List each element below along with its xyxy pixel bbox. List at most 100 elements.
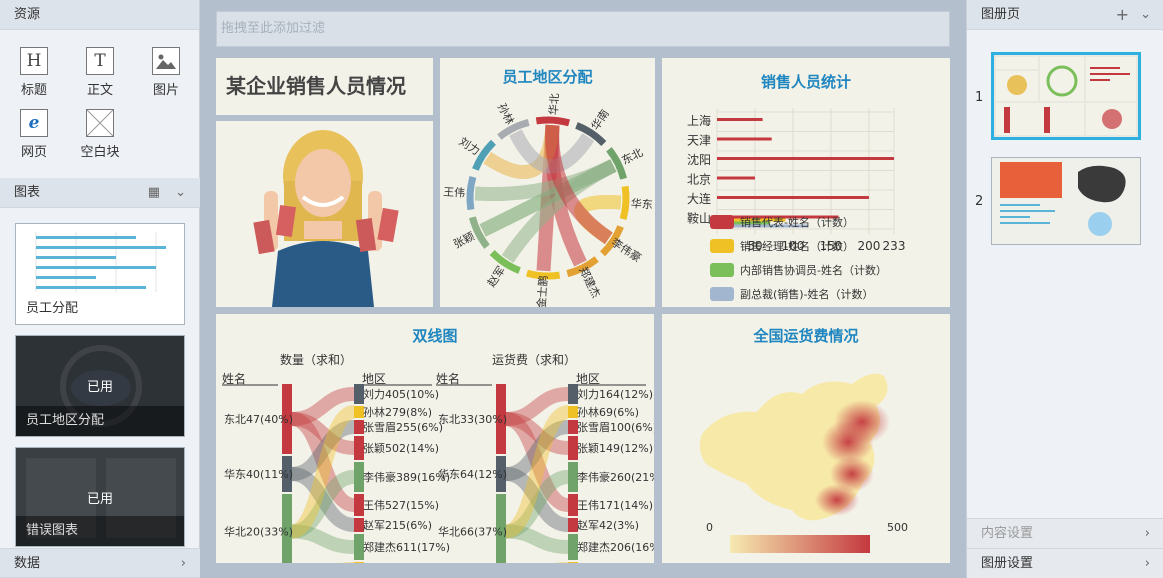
charts-header[interactable]: 图表 ▦ ⌄ bbox=[0, 178, 200, 208]
chevron-down-icon[interactable]: ⌄ bbox=[1140, 7, 1151, 22]
sankey-right-label: 孙林279(8%) bbox=[363, 405, 432, 419]
bar-chart: 上海天津沈阳北京大连鞍山050100150200233销售代表-姓名（计数）销售… bbox=[687, 108, 906, 301]
used-badge: 已用 bbox=[86, 492, 113, 507]
content-settings[interactable]: 内容设置 › bbox=[967, 518, 1163, 548]
chord-arc bbox=[469, 216, 490, 249]
chord-arc bbox=[466, 175, 477, 211]
add-page-icon[interactable]: + bbox=[1115, 5, 1129, 24]
sankey-left-label: 东北33(30%) bbox=[438, 413, 507, 426]
data-header[interactable]: 数据 › bbox=[0, 548, 200, 578]
chevron-down-icon[interactable]: ⌄ bbox=[175, 185, 186, 200]
resources-header[interactable]: 资源 bbox=[0, 0, 199, 30]
sankey-node bbox=[282, 384, 292, 454]
sankey-flow bbox=[290, 470, 356, 539]
sankey-node bbox=[354, 420, 364, 434]
chord-title: 员工地区分配 bbox=[502, 68, 593, 86]
sankey-node bbox=[568, 518, 578, 532]
sankey-flow bbox=[504, 412, 570, 512]
right-panel: 图册页 + ⌄ 1 2 内容设置 › bbox=[966, 0, 1163, 578]
sankey-node bbox=[568, 462, 578, 492]
resource-blank[interactable]: 空白块 bbox=[80, 109, 120, 160]
page-number: 1 bbox=[975, 90, 984, 105]
tick-label: 100 bbox=[782, 239, 805, 253]
sankey-right-label: 刘力405(10%) bbox=[363, 388, 439, 401]
sankey-right-label: 赵军215(6%) bbox=[363, 518, 432, 532]
sankey-node bbox=[496, 456, 506, 492]
legend-swatch bbox=[710, 287, 734, 301]
sankey-right-label: 李伟豪389(16%) bbox=[363, 470, 450, 484]
chord-ribbon bbox=[545, 124, 613, 245]
chord-arc bbox=[575, 122, 607, 147]
bar bbox=[717, 137, 772, 141]
resource-image[interactable]: 图片 bbox=[146, 47, 186, 98]
map-panel[interactable]: 全国运货费情况 0 500 bbox=[662, 314, 950, 563]
city-label: 沈阳 bbox=[687, 152, 711, 167]
page-thumb-1[interactable] bbox=[991, 52, 1141, 140]
filter-drop-zone[interactable]: 拖拽至此添加过滤 bbox=[216, 11, 950, 47]
heading-icon: H bbox=[20, 47, 48, 75]
page-thumb-2[interactable] bbox=[991, 157, 1141, 245]
city-label: 大连 bbox=[687, 191, 711, 206]
chart-thumb-staff[interactable]: 员工分配 bbox=[15, 223, 185, 325]
thumb-bar-preview bbox=[16, 224, 184, 294]
used-overlay: 已用 bbox=[16, 336, 184, 436]
chord-panel[interactable]: 员工地区分配 华北 华南 东北 华东 李伟豪 郑建杰 金士鹏 赵军 张颖 王伟 刘力 孙林 bbox=[440, 58, 655, 307]
dual-title: 双线图 bbox=[412, 327, 458, 345]
image-panel[interactable] bbox=[216, 121, 433, 307]
city-label: 上海 bbox=[687, 113, 711, 128]
sankey-right-label: 张颖502(14%) bbox=[363, 442, 439, 455]
woman-photo bbox=[216, 121, 433, 307]
resource-heading[interactable]: H 标题 bbox=[14, 47, 54, 98]
resource-label: 网页 bbox=[20, 145, 47, 160]
left-panel: 资源 H 标题 T 正文 图片 e 网页 空白块 图表 ▦ ⌄ bbox=[0, 0, 200, 578]
sankey-right-label: 郑建杰206(16%) bbox=[577, 540, 654, 554]
page-number: 2 bbox=[975, 194, 984, 209]
bar bbox=[717, 224, 809, 228]
chart-thumb-error[interactable]: 已用 错误图表 bbox=[15, 447, 185, 547]
album-settings[interactable]: 图册设置 › bbox=[967, 548, 1163, 578]
tick-label: 200 bbox=[857, 239, 880, 253]
chord-arc bbox=[497, 119, 530, 140]
map-title: 全国运货费情况 bbox=[753, 327, 859, 345]
title-panel[interactable]: 某企业销售人员情况 bbox=[216, 58, 433, 115]
resource-web[interactable]: e 网页 bbox=[14, 109, 54, 160]
resource-text[interactable]: T 正文 bbox=[80, 47, 120, 98]
resources-title: 资源 bbox=[14, 7, 41, 22]
legend-swatch bbox=[710, 239, 734, 253]
sankey-node bbox=[568, 420, 578, 434]
sankey-flow bbox=[505, 412, 569, 455]
chord-arc bbox=[489, 249, 521, 274]
sankey-right-label: 张雪眉100(6%) bbox=[577, 421, 654, 434]
chord-label: 张颖 bbox=[451, 230, 476, 251]
sankey-node bbox=[568, 406, 578, 418]
resource-label: 图片 bbox=[152, 83, 179, 98]
chord-label: 东北 bbox=[620, 146, 645, 167]
sankey-right-label: 王伟527(15%) bbox=[363, 499, 439, 512]
legend-label: 销售经理-姓名（计数） bbox=[740, 239, 854, 253]
resource-label: 正文 bbox=[86, 83, 113, 98]
sankey-flow bbox=[290, 405, 356, 539]
sankey-node bbox=[354, 494, 364, 516]
sankey-right-label: 金士鹏224(10%) bbox=[577, 562, 654, 563]
sankey-flow bbox=[505, 420, 569, 481]
sankey-node bbox=[354, 384, 364, 404]
chart-thumb-region[interactable]: 已用 员工地区分配 bbox=[15, 335, 185, 437]
sankey-left-label: 华东40(11%) bbox=[224, 467, 293, 481]
sankey-left-label: 华东64(12%) bbox=[438, 467, 507, 481]
page1-preview bbox=[994, 55, 1138, 137]
sankey-flow bbox=[505, 467, 569, 532]
grid-view-icon[interactable]: ▦ bbox=[147, 185, 160, 200]
city-label: 天津 bbox=[687, 134, 711, 148]
bar-panel[interactable]: 销售人员统计 上海天津沈阳北京大连鞍山050100150200233销售代表-姓… bbox=[662, 58, 950, 307]
legend-label: 副总裁(销售)-姓名（计数） bbox=[740, 287, 874, 301]
sankey-node bbox=[568, 436, 578, 460]
chevron-right-icon: › bbox=[1144, 526, 1150, 541]
left-measure: 数量（求和） bbox=[280, 352, 352, 367]
pages-header: 图册页 + ⌄ bbox=[967, 0, 1163, 30]
dual-panel[interactable]: 双线图 数量（求和） 运货费（求和） 姓名 地区 东北47(40%) 华东40(11%) 华… bbox=[216, 314, 654, 563]
sankey-left-label: 华北66(37%) bbox=[438, 525, 507, 539]
name-header: 姓名 bbox=[222, 371, 246, 386]
tick-label: 233 bbox=[883, 239, 906, 253]
sankey-node bbox=[354, 462, 364, 492]
bar bbox=[717, 118, 763, 121]
